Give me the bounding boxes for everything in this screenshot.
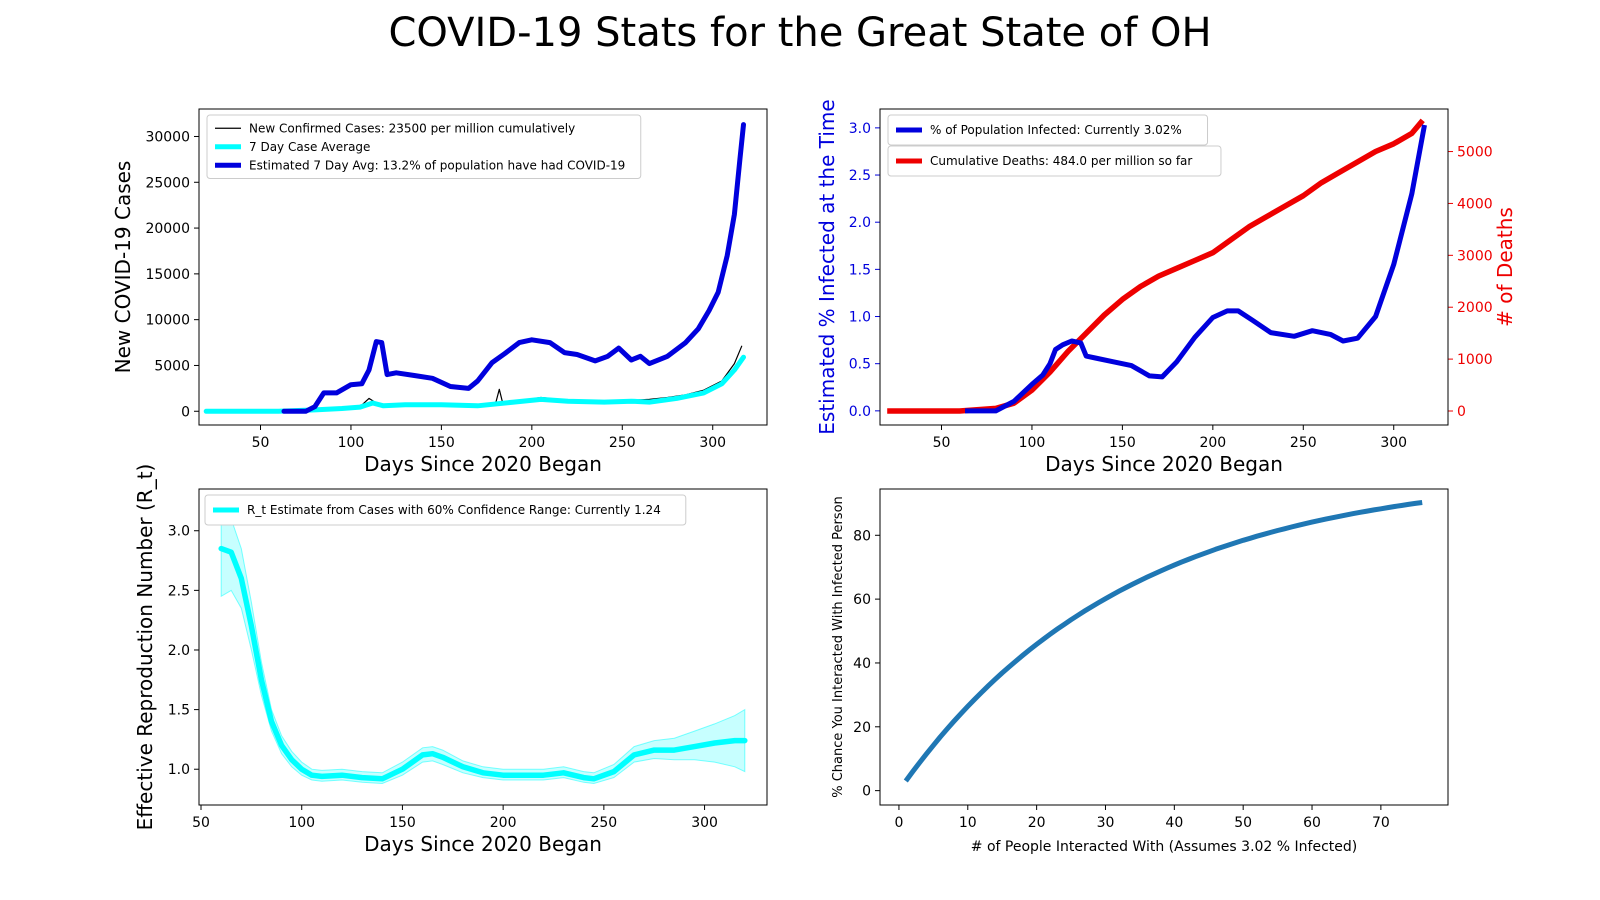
x-tick-label: 10 [959,815,977,831]
x-tick-label: 250 [1290,435,1317,451]
y-tick-label: 25000 [145,175,190,191]
series-line [887,118,1425,414]
legend-label: 7 Day Case Average [249,140,370,154]
y2-tick-label: 0 [1457,404,1466,420]
legend-box [206,114,642,179]
chart-new-cases: 50 100 150 200 250 300 0 5000 10000 15000 20000 250… [111,108,768,476]
y2-tick-label: 4000 [1457,196,1493,212]
series-line [903,500,1423,783]
y-tick-label: 60 [853,592,871,608]
chart-reproduction-number: 50 100 150 200 250 300 1.0 1.5 2.0 2.5 3.0 Days Sin… [133,464,768,856]
legend-label: Estimated 7 Day Avg: 13.2% of population… [249,158,625,172]
x-tick-label: 20 [1028,815,1046,831]
y-tick-label: 1.5 [168,703,190,719]
x-tick-label: 300 [699,435,726,451]
plot-frame [198,488,768,806]
y-tick-label: 80 [853,528,871,544]
legend-label: New Confirmed Cases: 23500 per million c… [249,121,575,135]
series-line [218,545,748,782]
x-axis-label: Days Since 2020 Began [1045,452,1283,476]
y2-tick-label: 1000 [1457,352,1493,368]
y-tick-label: 2.0 [849,215,871,231]
x-tick-label: 300 [1380,435,1407,451]
y-axis-label: % Chance You Interacted With Infected Pe… [831,496,846,798]
legend-label: R_t Estimate from Cases with 60% Confide… [247,503,661,517]
y-tick-label: 1.0 [849,310,871,326]
x-axis-label: Days Since 2020 Began [364,832,602,856]
y-tick-label: 3.0 [849,121,871,137]
y-tick-label: 0 [862,784,871,800]
x-tick-label: 200 [490,815,517,831]
x-tick-label: 100 [288,815,315,831]
x-axis-label: # of People Interacted With (Assumes 3.0… [971,839,1357,855]
y-tick-label: 0.0 [849,404,871,420]
y-tick-label: 0 [181,404,190,420]
y-tick-label: 0.5 [849,357,871,373]
x-tick-label: 50 [192,815,210,831]
x-tick-label: 250 [609,435,636,451]
plot-frame [879,108,1449,426]
y-tick-label: 5000 [154,358,190,374]
series-line [203,354,746,414]
y-tick-label: 40 [853,656,871,672]
x-tick-label: 100 [338,435,365,451]
x-tick-label: 300 [691,815,718,831]
legend-box [204,494,687,526]
legend-box [887,114,1209,146]
series-line [965,124,1427,414]
y2-tick-label: 2000 [1457,300,1493,316]
chart-interaction-probability: 0 10 20 30 40 50 60 70 0 20 40 60 80 # of People Inte… [831,488,1449,855]
y-axis-label: New COVID-19 Cases [111,161,135,374]
x-tick-label: 100 [1019,435,1046,451]
x-tick-label: 60 [1303,815,1321,831]
x-tick-label: 250 [590,815,617,831]
x-tick-label: 150 [389,815,416,831]
y2-tick-label: 5000 [1457,145,1493,161]
y-tick-label: 30000 [145,129,190,145]
confidence-band [220,511,746,785]
x-tick-label: 50 [1234,815,1252,831]
x-tick-label: 200 [518,435,545,451]
y2-tick-label: 3000 [1457,248,1493,264]
plot-frame [198,108,768,426]
chart-infected-deaths: 50 100 150 200 250 300 0.0 0.5 1.0 1.5 2.0 2.5 3.0 Da… [815,99,1517,476]
figure-title: COVID-19 Stats for the Great State of OH [388,10,1212,56]
y-tick-label: 2.5 [168,583,190,599]
x-tick-label: 30 [1097,815,1115,831]
x-tick-label: 150 [1109,435,1136,451]
y-tick-label: 20 [853,720,871,736]
x-tick-label: 50 [933,435,951,451]
y-axis-label: Effective Reproduction Number (R_t) [133,464,157,831]
y-tick-label: 15000 [145,267,190,283]
plot-frame [879,488,1449,806]
series-line [281,122,746,414]
legend-label: % of Population Infected: Currently 3.02… [930,123,1182,137]
y-tick-label: 20000 [145,221,190,237]
x-tick-label: 50 [252,435,270,451]
legend-box [887,145,1222,177]
y-tick-label: 3.0 [168,524,190,540]
y-tick-label: 2.0 [168,643,190,659]
y-axis-label: Estimated % Infected at the Time [815,99,839,434]
y-tick-label: 2.5 [849,168,871,184]
x-tick-label: 70 [1372,815,1390,831]
x-tick-label: 0 [894,815,903,831]
legend-label: Cumulative Deaths: 484.0 per million so … [930,154,1192,168]
x-tick-label: 200 [1199,435,1226,451]
x-tick-label: 40 [1165,815,1183,831]
y-tick-label: 10000 [145,313,190,329]
x-axis-label: Days Since 2020 Began [364,452,602,476]
y-tick-label: 1.5 [849,262,871,278]
y-tick-label: 1.0 [168,762,190,778]
y2-axis-label: # of Deaths [1493,207,1517,327]
x-tick-label: 150 [428,435,455,451]
